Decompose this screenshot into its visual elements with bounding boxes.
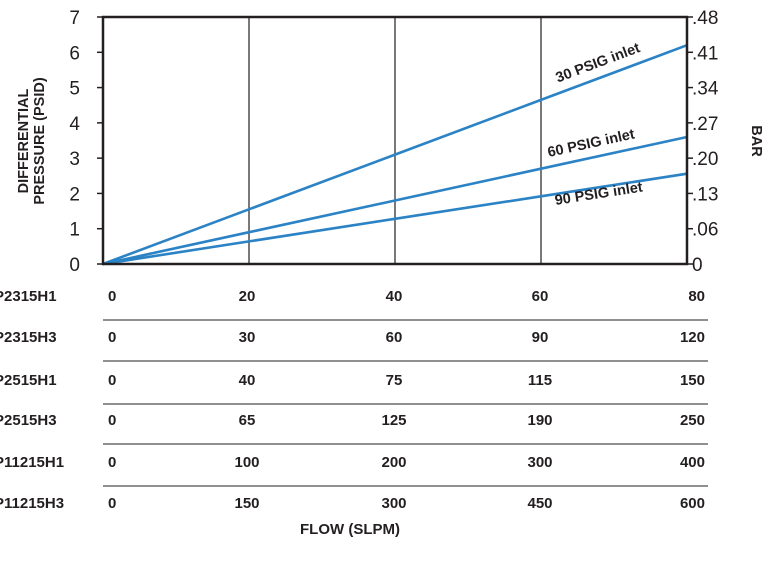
y-tick-label: 1 bbox=[69, 220, 80, 241]
table-cell: 0 bbox=[108, 288, 116, 305]
y2-tick-label: .34 bbox=[692, 79, 719, 100]
table-model-label: P2515H1 bbox=[0, 372, 57, 389]
left-axis-ticks: 0 1 2 3 4 5 6 7 bbox=[69, 8, 103, 276]
right-axis-ticks: 0 .06 .13 .20 .27 .34 .41 .48 bbox=[687, 8, 719, 276]
table-cell: 0 bbox=[108, 495, 116, 512]
table-cell: 30 bbox=[239, 329, 256, 346]
table-cell: 120 bbox=[680, 329, 705, 346]
y-tick-label: 6 bbox=[69, 43, 80, 64]
table-cell: 150 bbox=[680, 372, 705, 389]
table-model-label: P2515H3 bbox=[0, 412, 57, 429]
table-cell: 300 bbox=[527, 454, 552, 471]
series-label: 60 PSIG inlet bbox=[546, 126, 636, 161]
flow-table: P2315H1 0 20 40 60 80 P2315H3 0 30 60 90 120 P2515H1… bbox=[0, 288, 708, 512]
table-cell: 150 bbox=[234, 495, 259, 512]
y-tick-label: 0 bbox=[69, 255, 80, 276]
table-model-label: P11215H1 bbox=[0, 454, 64, 471]
table-cell: 75 bbox=[386, 372, 403, 389]
table-cell: 250 bbox=[680, 412, 705, 429]
table-cell: 40 bbox=[239, 372, 256, 389]
y-axis-label-line1: DIFFERENTIAL bbox=[16, 89, 32, 194]
table-cell: 600 bbox=[680, 495, 705, 512]
y2-tick-label: 0 bbox=[692, 255, 703, 276]
table-model-label: P2315H1 bbox=[0, 288, 57, 305]
table-cell: 0 bbox=[108, 329, 116, 346]
x-axis-label: FLOW (SLPM) bbox=[300, 521, 400, 538]
series-label: 90 PSIG inlet bbox=[554, 180, 644, 209]
table-cell: 450 bbox=[527, 495, 552, 512]
y2-tick-label: .48 bbox=[692, 8, 718, 29]
table-cell: 20 bbox=[239, 288, 256, 305]
y-tick-label: 3 bbox=[69, 149, 80, 170]
table-cell: 0 bbox=[108, 412, 116, 429]
table-cell: 80 bbox=[688, 288, 705, 305]
grid-lines bbox=[249, 17, 541, 264]
y-tick-label: 7 bbox=[69, 8, 80, 29]
table-model-label: P11215H3 bbox=[0, 495, 64, 512]
y-tick-label: 2 bbox=[69, 184, 80, 205]
y2-tick-label: .20 bbox=[692, 149, 718, 170]
y-tick-label: 4 bbox=[69, 114, 80, 135]
y2-tick-label: .13 bbox=[692, 184, 718, 205]
y2-axis-label: BAR bbox=[748, 125, 764, 157]
table-cell: 90 bbox=[532, 329, 549, 346]
table-model-label: P2315H3 bbox=[0, 329, 57, 346]
y2-tick-label: .27 bbox=[692, 114, 718, 135]
table-cell: 400 bbox=[680, 454, 705, 471]
table-cell: 300 bbox=[381, 495, 406, 512]
table-cell: 200 bbox=[381, 454, 406, 471]
table-cell: 100 bbox=[234, 454, 259, 471]
table-cell: 190 bbox=[527, 412, 552, 429]
table-cell: 115 bbox=[528, 372, 552, 389]
y-tick-label: 5 bbox=[69, 79, 80, 100]
y-axis-label-line2: PRESSURE (PSID) bbox=[32, 77, 48, 204]
table-cell: 60 bbox=[386, 329, 403, 346]
y2-tick-label: .06 bbox=[692, 220, 718, 241]
y2-tick-label: .41 bbox=[692, 43, 718, 64]
table-cell: 0 bbox=[108, 454, 116, 471]
table-cell: 125 bbox=[381, 412, 406, 429]
table-cell: 40 bbox=[386, 288, 403, 305]
table-cell: 60 bbox=[532, 288, 549, 305]
table-cell: 0 bbox=[108, 372, 116, 389]
table-cell: 65 bbox=[239, 412, 256, 429]
